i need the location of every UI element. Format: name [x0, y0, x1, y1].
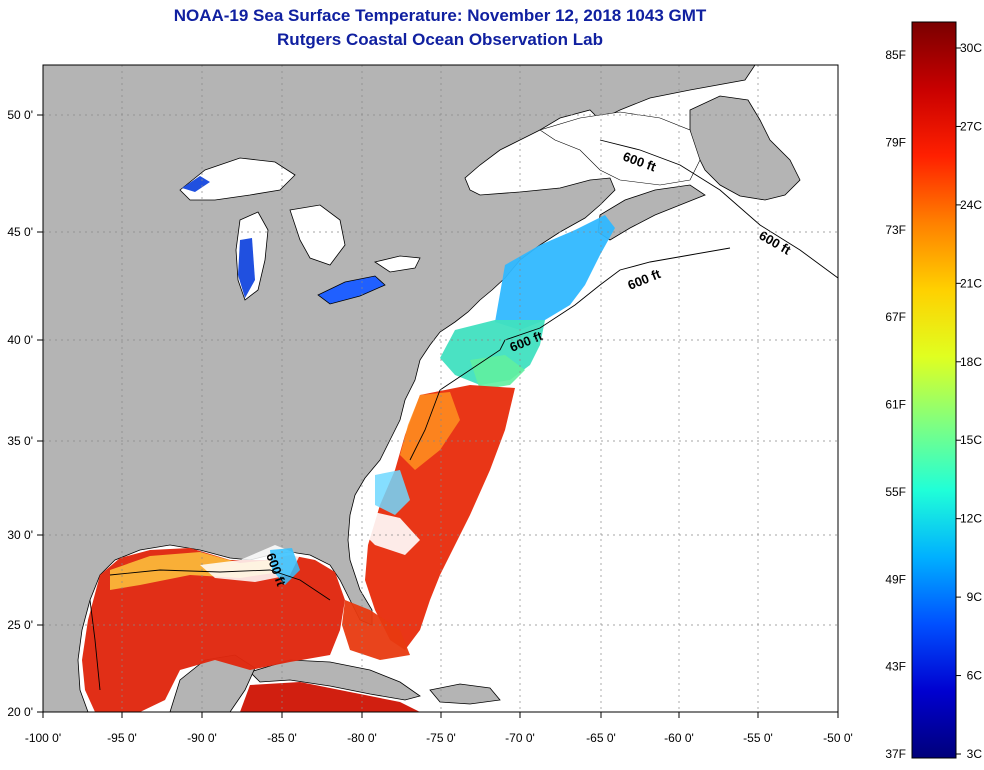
lon-tick-label: -80 0': [347, 731, 377, 745]
colorbar-c-label: 30C: [960, 41, 982, 55]
colorbar-f-label: 49F: [885, 572, 906, 586]
lat-tick-label: 45 0': [7, 225, 33, 239]
colorbar-c-label: 21C: [960, 276, 982, 290]
colorbar-c-label: 18C: [960, 355, 982, 369]
lon-tick-label: -75 0': [426, 731, 456, 745]
colorbar-f-label: 61F: [885, 398, 906, 412]
colorbar-f-label: 37F: [885, 747, 906, 761]
sst-cloud-gap: [360, 510, 420, 555]
gulf-st-lawrence: [539, 111, 701, 186]
sst-gulf-of-maine: [495, 215, 615, 330]
latitude-labels: 50 0' 45 0' 40 0' 35 0' 30 0' 25 0' 20 0': [7, 108, 43, 719]
colorbar-f-label: 67F: [885, 310, 906, 324]
colorbar-f-label: 79F: [885, 135, 906, 149]
lon-tick-label: -70 0': [505, 731, 535, 745]
land-north-america: [43, 65, 756, 712]
lake-erie: [317, 275, 386, 305]
colorbar: [911, 21, 957, 759]
map-subtitle: Rutgers Coastal Ocean Observation Lab: [277, 30, 603, 49]
sst-florida-shelf-cold: [270, 548, 300, 585]
colorbar-f-label: 55F: [885, 485, 906, 499]
lake-huron: [289, 204, 346, 266]
colorbar-f-label: 43F: [885, 660, 906, 674]
lon-tick-label: -50 0': [823, 731, 853, 745]
colorbar-c-label: 3C: [967, 747, 983, 761]
colorbar-c-label: 15C: [960, 433, 982, 447]
lon-tick-label: -65 0': [586, 731, 616, 745]
sst-caribbean: [240, 682, 420, 712]
land-cuba: [249, 659, 421, 701]
colorbar-c-label: 9C: [967, 590, 983, 604]
lat-tick-label: 40 0': [7, 333, 33, 347]
colorbar-c-label: 27C: [960, 119, 982, 133]
lake-michigan-cold: [238, 238, 255, 298]
lake-superior-cold: [182, 176, 210, 192]
isobath-600ft-lines: [89, 139, 839, 691]
lat-tick-label: 25 0': [7, 618, 33, 632]
colorbar-fahrenheit-labels: 85F 79F 73F 67F 61F 55F 49F 43F 37F: [885, 48, 906, 761]
colorbar-celsius-labels: 30C 27C 24C 21C 18C 15C 12C 9C 6C 3C: [956, 41, 982, 761]
colorbar-c-label: 6C: [967, 669, 983, 683]
sst-mid-atlantic-cool: [470, 355, 525, 390]
lon-tick-label: -100 0': [25, 731, 61, 745]
lat-tick-label: 30 0': [7, 528, 33, 542]
lat-tick-label: 50 0': [7, 108, 33, 122]
lat-tick-label: 35 0': [7, 434, 33, 448]
sst-gulf-of-mexico: [82, 548, 345, 712]
colorbar-f-label: 73F: [885, 223, 906, 237]
lake-ontario: [374, 255, 421, 273]
lake-superior: [179, 157, 296, 201]
sst-bahamas: [342, 600, 410, 660]
sst-shelf-carolina: [375, 470, 410, 515]
graticule: [43, 65, 838, 712]
colorbar-c-label: 12C: [960, 512, 982, 526]
colorbar-f-label: 85F: [885, 48, 906, 62]
lon-tick-label: -60 0': [664, 731, 694, 745]
lon-tick-label: -90 0': [187, 731, 217, 745]
lon-tick-label: -85 0': [267, 731, 297, 745]
lon-tick-label: -95 0': [107, 731, 137, 745]
land-hispaniola: [429, 683, 501, 705]
map-title: NOAA-19 Sea Surface Temperature: Novembe…: [173, 6, 707, 25]
lon-tick-label: -55 0': [743, 731, 773, 745]
longitude-labels: -100 0' -95 0' -90 0' -85 0' -80 0' -75 0' -70…: [25, 712, 853, 745]
lat-tick-label: 20 0': [7, 705, 33, 719]
colorbar-c-label: 24C: [960, 198, 982, 212]
